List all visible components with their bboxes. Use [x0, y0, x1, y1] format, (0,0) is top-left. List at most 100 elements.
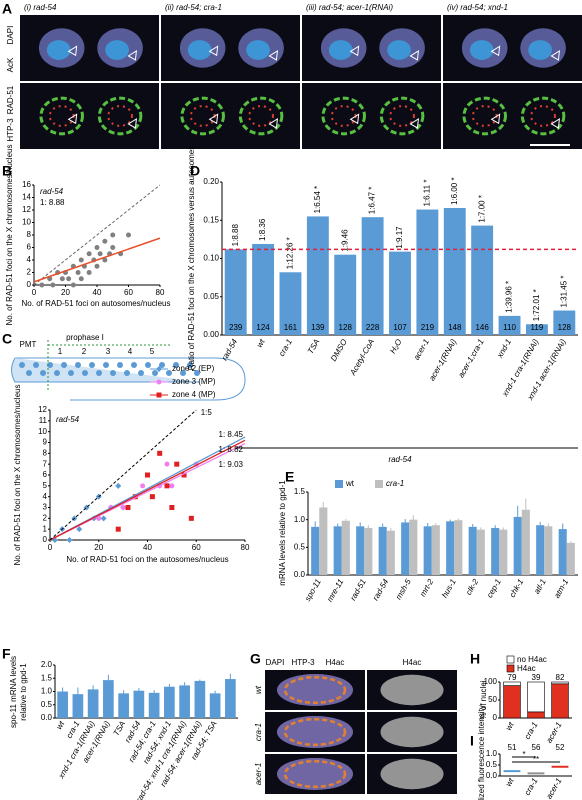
- point: [149, 494, 155, 500]
- y-tick-label: 1.5: [41, 673, 53, 682]
- y-tick-label: 16: [22, 180, 31, 189]
- bar: [416, 209, 439, 335]
- x-tick-label: 40: [143, 543, 152, 552]
- bar: [356, 526, 365, 575]
- x-tick-label: xnd-1: [495, 338, 513, 361]
- point: [120, 505, 126, 510]
- y-tick-label: 0.5: [41, 700, 53, 709]
- legend-label: zone 2 (EP): [172, 364, 215, 373]
- nucleus: [26, 370, 32, 376]
- bar: [179, 685, 190, 718]
- bar: [476, 529, 485, 575]
- micrograph: [443, 83, 582, 149]
- point: [50, 282, 56, 288]
- legend-label: zone 3 (MP): [172, 377, 216, 386]
- legend-marker: [156, 379, 162, 385]
- n-label: 39: [532, 673, 541, 682]
- y-tick-label: 0.0: [294, 570, 306, 579]
- legend-swatch: [506, 664, 515, 673]
- x-tick-label: H₂O: [388, 338, 403, 356]
- nucleus: [283, 675, 347, 705]
- panel-letter: A: [2, 1, 12, 17]
- bar: [553, 310, 576, 335]
- arrowhead: [349, 45, 360, 57]
- nucleus: [173, 362, 179, 368]
- nucleus: [97, 96, 143, 136]
- nucleus: [277, 716, 353, 748]
- ratio-label: 1:12.26 *: [286, 237, 295, 269]
- point: [110, 232, 116, 238]
- bar: [409, 519, 418, 575]
- bar: [252, 243, 275, 335]
- nucleus: [379, 96, 425, 136]
- bar: [87, 689, 99, 718]
- nucleus: [462, 96, 507, 136]
- ratio-label: 1:8.88: [231, 224, 240, 247]
- ratio-label: 1:72.01 *: [532, 289, 541, 321]
- arrowhead: [127, 49, 138, 61]
- bar: [118, 693, 129, 718]
- y-axis-label: Ratio of RAD-51 foci on the X chromosome…: [187, 146, 196, 371]
- nucleus: [107, 105, 133, 127]
- row-label: wt: [254, 685, 263, 694]
- point: [78, 276, 84, 282]
- point: [39, 282, 45, 288]
- panel-letter: F: [2, 646, 11, 662]
- y-axis-label: spo-11 mRNA levels: [9, 656, 18, 728]
- y-tick-label: 8: [43, 448, 48, 457]
- nucleus: [39, 96, 84, 136]
- point: [94, 263, 100, 269]
- x-tick-label: cra-1: [523, 721, 540, 741]
- y-tick-label: 0.00: [203, 330, 219, 339]
- nucleus: [82, 370, 88, 376]
- bar: [468, 526, 477, 575]
- point: [102, 257, 108, 263]
- annotation: 1:5: [201, 408, 213, 417]
- nucleus: [380, 674, 444, 706]
- chart-title: rad-54: [40, 187, 64, 196]
- point: [164, 483, 170, 489]
- x-tick-label: chk-1: [508, 578, 526, 599]
- point: [125, 505, 131, 510]
- y-tick-label: 12: [22, 205, 31, 214]
- x-tick-label: rad-54: [371, 577, 391, 602]
- axis: [307, 492, 578, 576]
- nucleus: [194, 370, 200, 376]
- gonad: [15, 357, 246, 401]
- column-title: H4ac: [326, 658, 345, 667]
- x-tick-label: 60: [124, 288, 133, 297]
- row-label: RAD-51: [6, 85, 15, 114]
- x-tick-label: 0: [32, 288, 37, 297]
- x-tick-label: acer-1: [544, 777, 563, 800]
- legend-swatch: [335, 480, 343, 488]
- bar: [491, 527, 500, 575]
- nucleus: [248, 105, 274, 127]
- point: [100, 515, 107, 522]
- diagram-label: 2: [82, 347, 87, 356]
- x-tick-label: hus-1: [440, 578, 458, 600]
- nucleus: [40, 370, 46, 376]
- panel-letter: G: [250, 651, 261, 667]
- diagram-label: 4: [128, 347, 133, 356]
- nucleus: [180, 96, 225, 136]
- n-label: 161: [284, 323, 298, 332]
- bar: [194, 680, 206, 718]
- bar: [333, 526, 342, 575]
- n-label: 139: [311, 323, 325, 332]
- bar: [401, 522, 410, 575]
- nucleus: [187, 362, 193, 368]
- bar: [521, 509, 530, 575]
- annotation: 1: 8.45: [219, 430, 244, 439]
- x-tick-label: atm-1: [552, 578, 570, 600]
- arrowhead: [67, 113, 78, 125]
- legend-marker: [156, 366, 162, 372]
- bar: [209, 693, 221, 718]
- bar-segment: [527, 681, 545, 713]
- x-tick-label: Acetyl-CoA: [348, 338, 376, 378]
- nucleus: [283, 717, 347, 747]
- nucleus: [159, 362, 165, 368]
- x-tick-label: acer-1: [412, 338, 431, 362]
- column-title: H4ac: [403, 658, 422, 667]
- legend-label: H4ac: [517, 664, 536, 673]
- point: [126, 232, 131, 238]
